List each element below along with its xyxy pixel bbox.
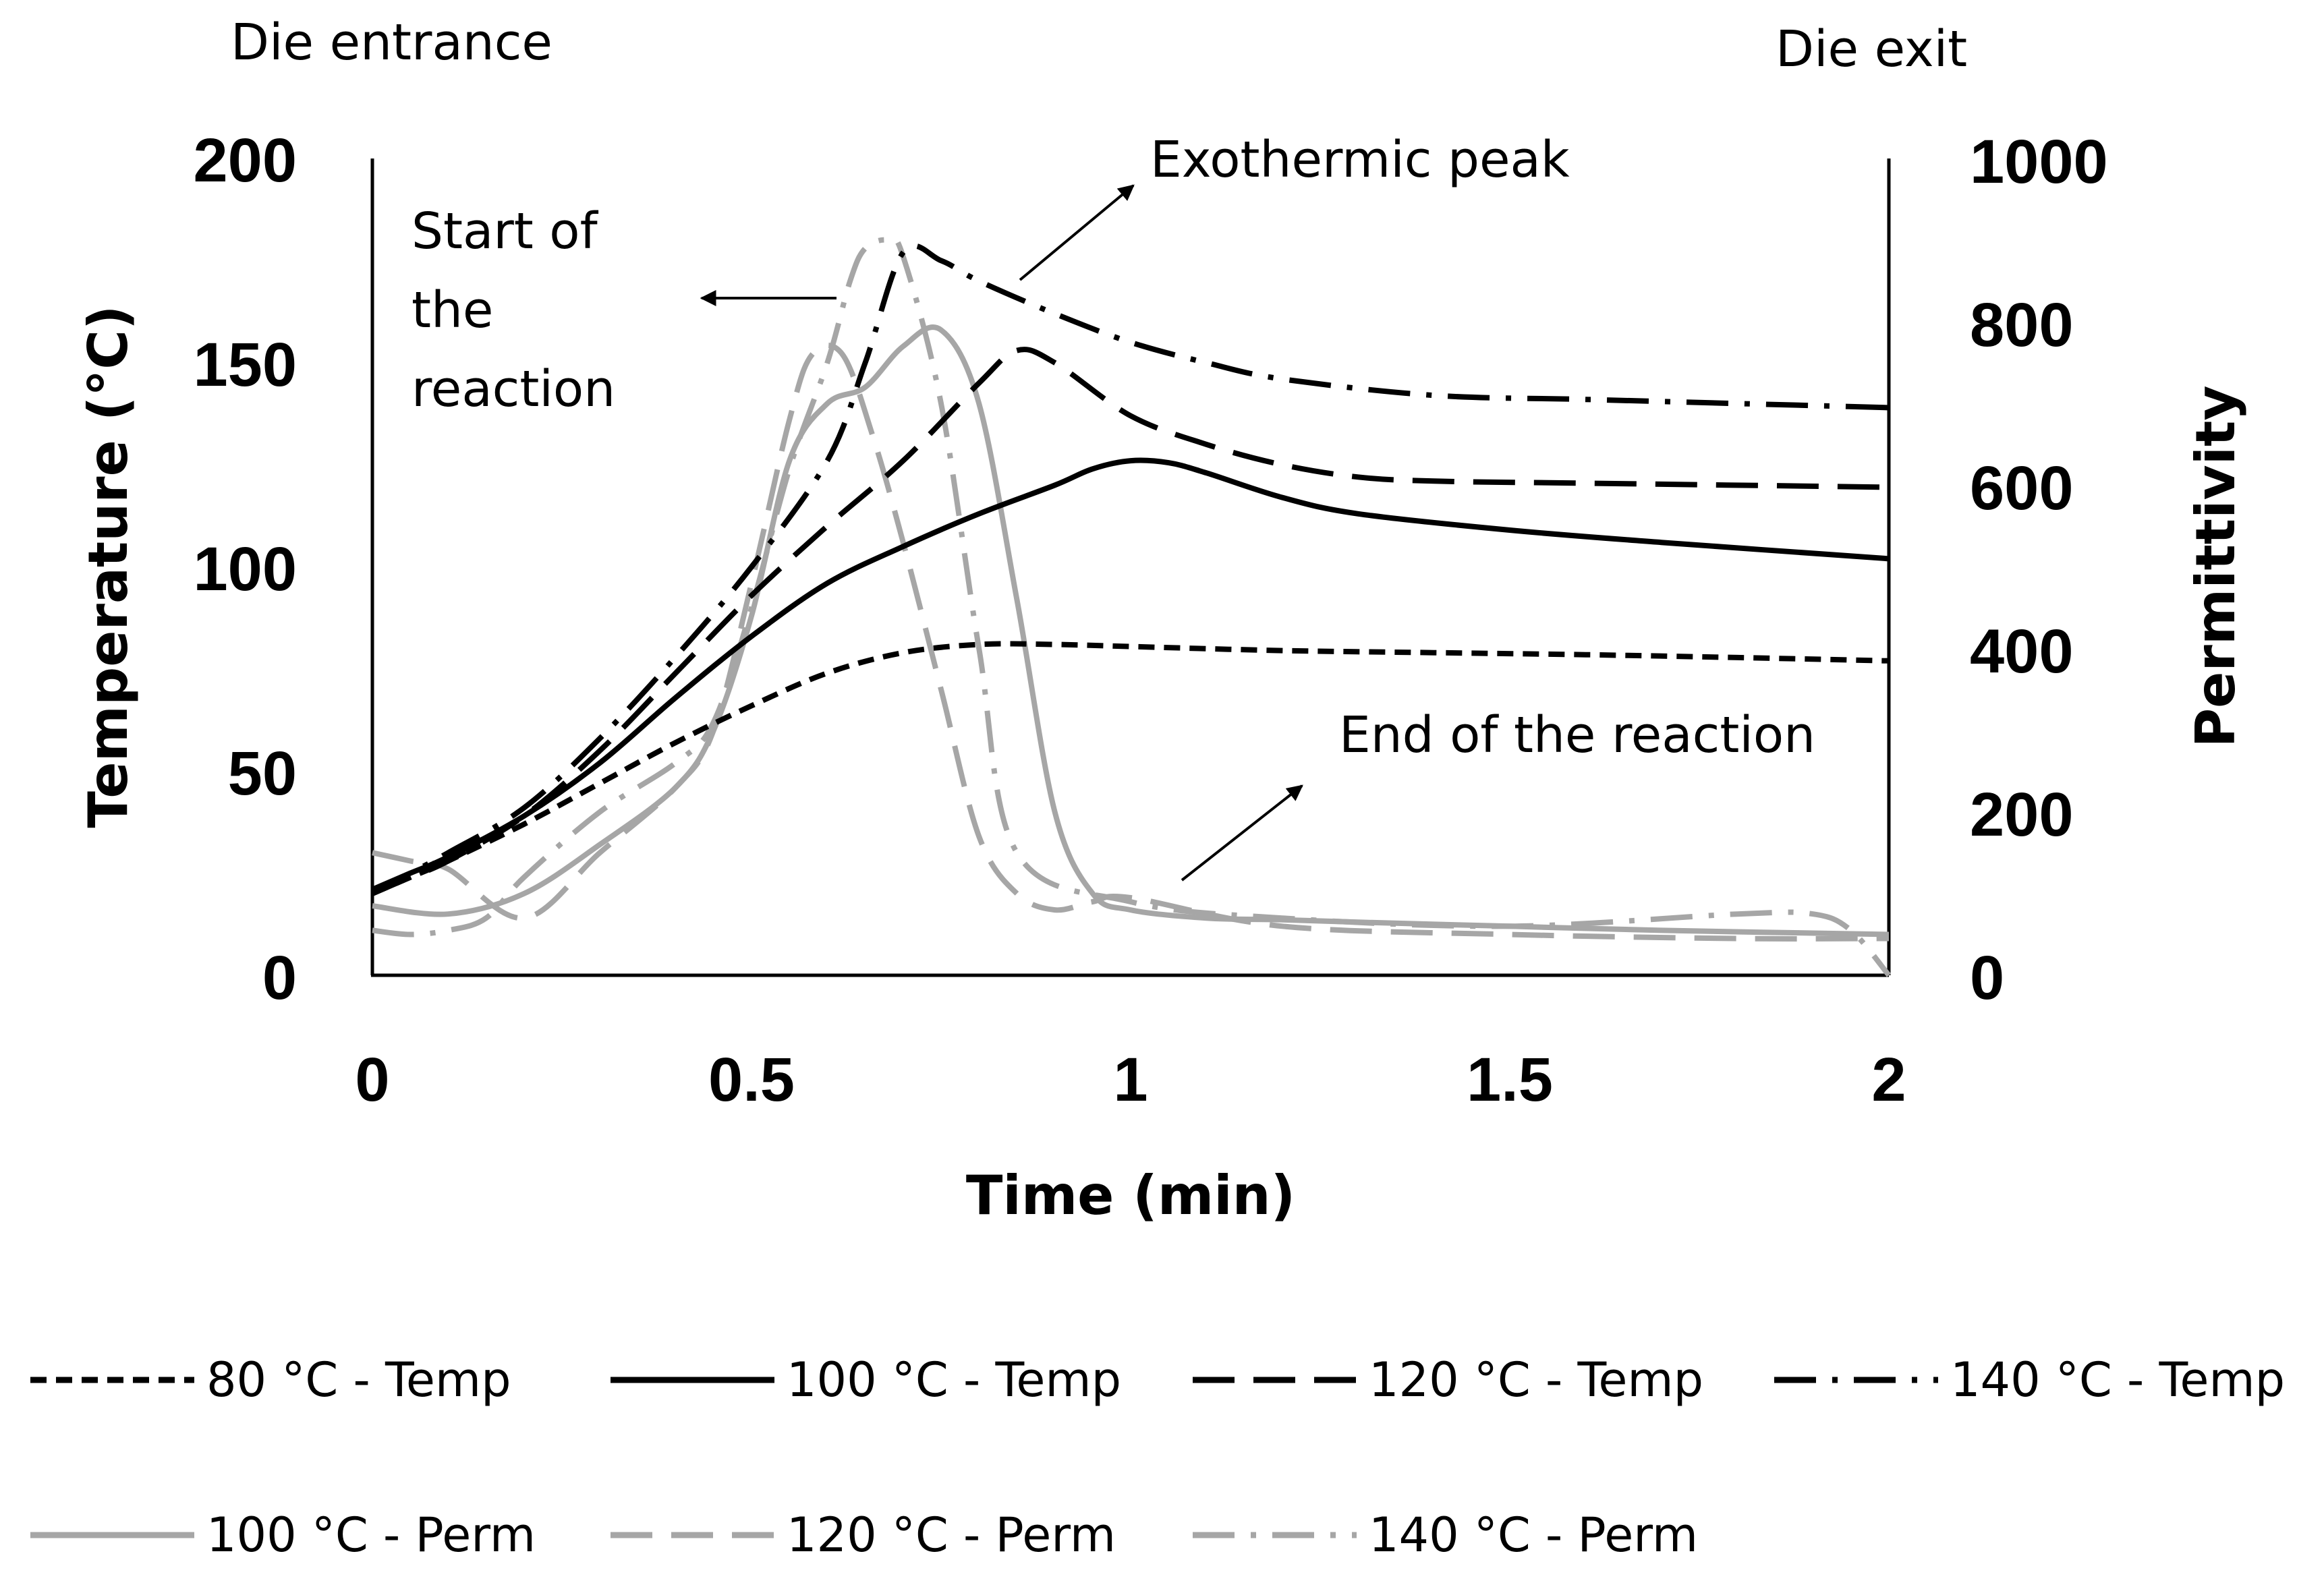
y-right-tick-label: 0 bbox=[1970, 944, 2004, 1012]
x-tick-label: 1.5 bbox=[1467, 1045, 1553, 1114]
end-reaction-arrow bbox=[1181, 784, 1303, 882]
legend-label-100-temp: 100 °C - Temp bbox=[787, 1352, 1121, 1408]
legend-label-120-perm: 120 °C - Perm bbox=[787, 1507, 1116, 1563]
y-left-tick-label: 50 bbox=[228, 739, 297, 808]
x-tick-label: 2 bbox=[1871, 1045, 1906, 1114]
y-right-tick-label: 1000 bbox=[1970, 127, 2108, 196]
series-line-80-c-temp bbox=[371, 641, 1890, 896]
y-right-tick-label: 200 bbox=[1970, 780, 2074, 849]
legend-label-100-perm: 100 °C - Perm bbox=[206, 1507, 536, 1563]
die-exit-label: Die exit bbox=[1776, 20, 1967, 78]
legend-label-140-temp: 140 °C - Temp bbox=[1950, 1352, 2285, 1408]
series-line-140-c-perm bbox=[372, 235, 1892, 977]
start-reaction-line-3: reaction bbox=[412, 360, 615, 418]
series-line-100-c-temp bbox=[371, 457, 1890, 892]
y-left-axis-title: Temperature (°C) bbox=[77, 305, 140, 828]
y-right-tick-label: 600 bbox=[1970, 454, 2074, 523]
start-reaction-line-2: the bbox=[412, 281, 493, 339]
series-layer bbox=[371, 235, 1892, 977]
exothermic-peak-label: Exothermic peak bbox=[1150, 131, 1570, 189]
y-right-axis-title: Permittivity bbox=[2184, 386, 2247, 748]
series-line-140-c-temp bbox=[371, 243, 1890, 896]
legend-label-120-temp: 120 °C - Temp bbox=[1369, 1352, 1703, 1408]
y-left-tick-label: 0 bbox=[262, 944, 297, 1012]
x-axis-title: Time (min) bbox=[966, 1164, 1295, 1227]
start-reaction-line-1: Start of bbox=[412, 202, 599, 260]
x-tick-label: 0.5 bbox=[708, 1045, 795, 1114]
x-tick-label: 0 bbox=[355, 1045, 389, 1114]
y-left-tick-label: 150 bbox=[194, 330, 297, 399]
legend: 80 °C - Temp 100 °C - Temp 120 °C - Temp… bbox=[30, 1352, 2285, 1563]
y-right-tick-labels: 0 200 400 600 800 1000 bbox=[1970, 127, 2108, 1012]
legend-label-80-temp: 80 °C - Temp bbox=[206, 1352, 511, 1408]
series-line-120-c-perm bbox=[372, 343, 1890, 942]
y-left-tick-label: 200 bbox=[194, 126, 297, 195]
die-entrance-label: Die entrance bbox=[231, 13, 552, 71]
x-tick-label: 1 bbox=[1113, 1045, 1147, 1114]
end-reaction-label: End of the reaction bbox=[1339, 706, 1815, 764]
y-left-tick-label: 100 bbox=[194, 535, 297, 604]
exothermic-peak-arrow bbox=[1019, 184, 1135, 281]
legend-label-140-perm: 140 °C - Perm bbox=[1369, 1507, 1698, 1563]
y-right-tick-label: 400 bbox=[1970, 617, 2074, 686]
x-tick-labels: 0 0.5 1 1.5 2 bbox=[355, 1045, 1906, 1114]
y-left-tick-labels: 0 50 100 150 200 bbox=[194, 126, 297, 1012]
series-line-120-c-temp bbox=[371, 347, 1890, 896]
y-right-tick-label: 800 bbox=[1970, 291, 2074, 359]
